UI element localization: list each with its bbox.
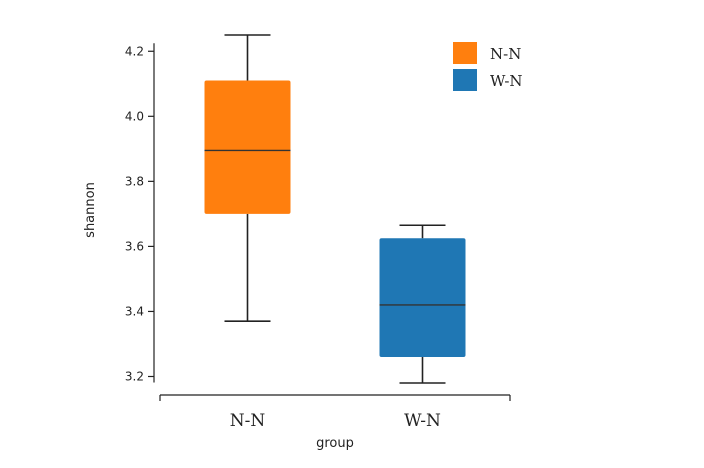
y-tick-label: 3.4 [125,304,144,318]
legend-label: N-N [490,45,521,63]
boxes [204,34,466,384]
x-axis: N-N W-N [159,394,511,431]
legend-swatch [453,69,477,91]
y-tick-label: 4.0 [125,109,144,123]
y-tick-label: 3.6 [125,239,144,253]
y-tick-label: 3.8 [125,174,144,188]
box-w-n [379,224,466,384]
y-axis: 3.2 3.4 3.6 3.8 4.0 4.2 [125,43,155,383]
box-iqr [204,80,291,214]
x-tick-label: W-N [404,411,441,431]
x-axis-title: group [316,436,354,451]
legend-swatch [453,42,477,64]
legend-label: W-N [490,72,523,90]
box-iqr [379,238,466,357]
box-n-n [204,34,291,323]
y-axis-title: shannon [83,182,98,238]
legend: N-N W-N [453,42,523,91]
x-tick-label: N-N [230,411,266,431]
y-tick-label: 4.2 [125,44,144,58]
y-tick-label: 3.2 [125,369,144,383]
